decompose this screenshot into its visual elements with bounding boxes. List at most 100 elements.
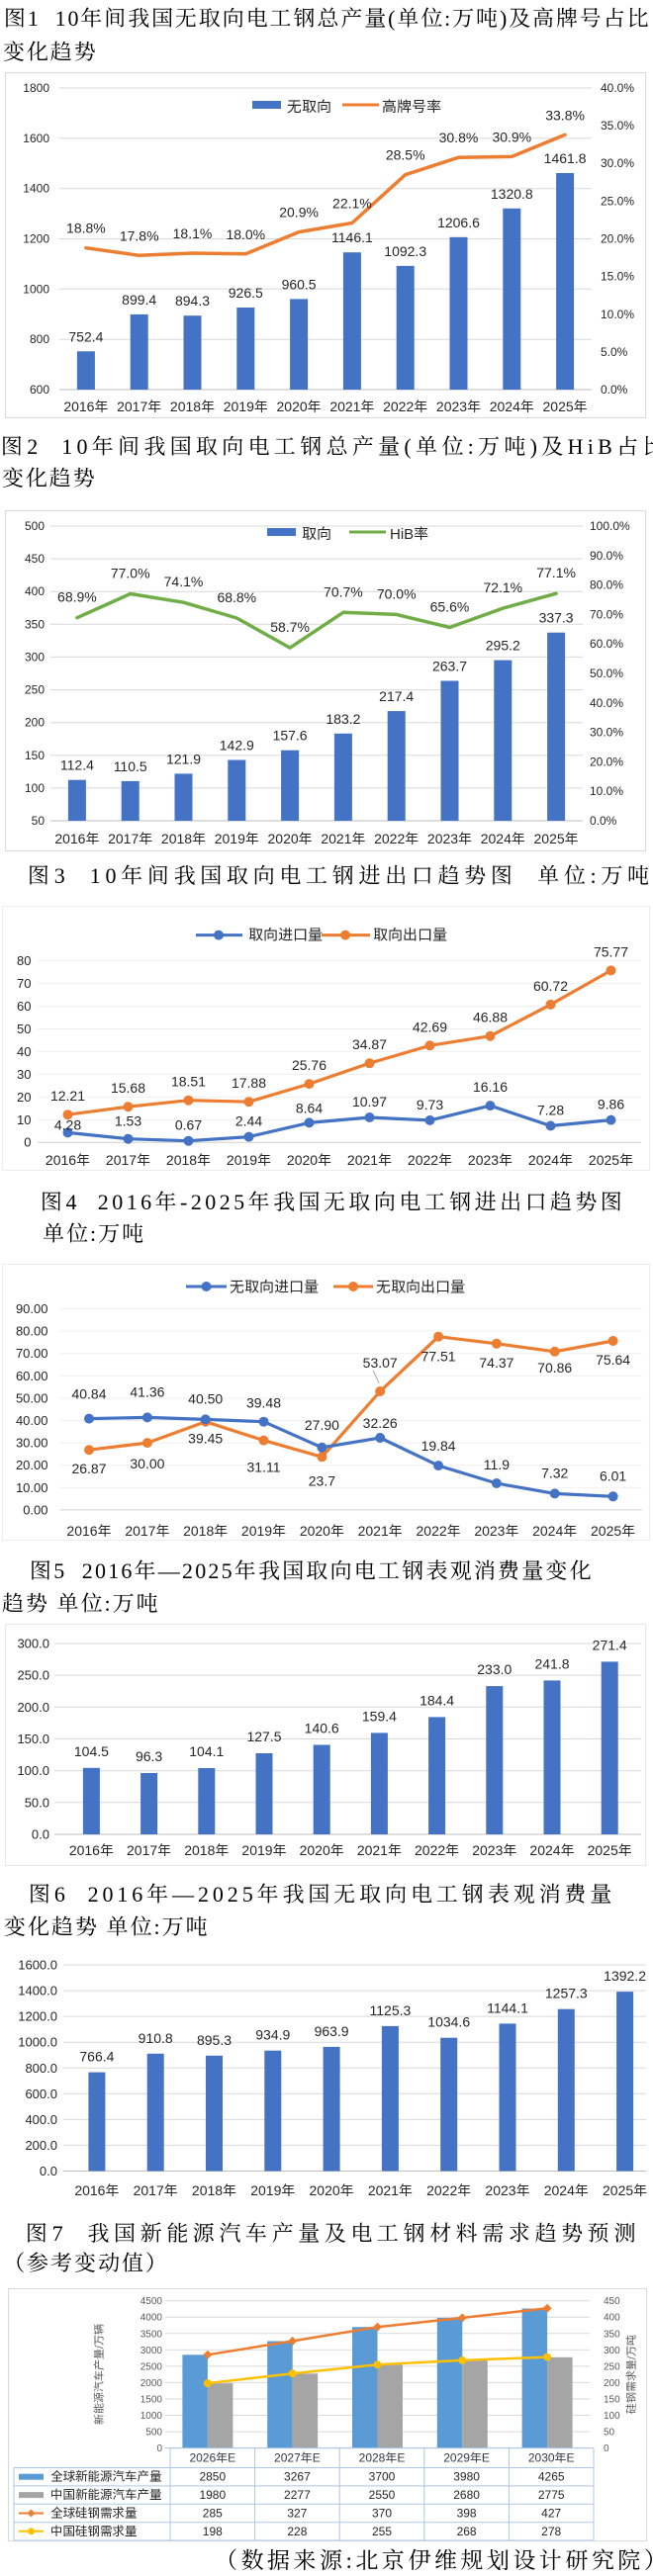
svg-text:2018年: 2018年 (161, 831, 206, 846)
svg-text:600: 600 (30, 383, 49, 397)
svg-text:250: 250 (604, 2361, 620, 2372)
svg-text:18.0%: 18.0% (226, 226, 265, 242)
svg-text:263.7: 263.7 (432, 659, 467, 674)
svg-text:2017年: 2017年 (106, 1152, 150, 1168)
svg-text:255: 255 (372, 2525, 392, 2538)
svg-text:127.5: 127.5 (246, 1729, 281, 1744)
svg-text:1461.8: 1461.8 (544, 150, 587, 166)
svg-text:70.0%: 70.0% (590, 607, 623, 621)
svg-text:500: 500 (145, 2428, 162, 2439)
svg-text:42.69: 42.69 (413, 1019, 447, 1034)
svg-text:112.4: 112.4 (60, 757, 94, 773)
svg-text:10.00: 10.00 (16, 1480, 48, 1495)
svg-text:高牌号率: 高牌号率 (382, 98, 441, 116)
svg-text:2020年: 2020年 (287, 1152, 331, 1168)
svg-text:200: 200 (25, 716, 45, 730)
svg-text:30.00: 30.00 (130, 1456, 164, 1471)
svg-text:77.51: 77.51 (421, 1349, 456, 1365)
svg-text:2021年: 2021年 (357, 1842, 402, 1858)
svg-text:70.00: 70.00 (16, 1346, 48, 1361)
svg-text:2680: 2680 (453, 2488, 480, 2502)
svg-text:2021年: 2021年 (329, 399, 374, 414)
svg-text:10.97: 10.97 (352, 1094, 387, 1110)
svg-text:2020年: 2020年 (300, 1842, 344, 1858)
svg-text:1400.0: 1400.0 (18, 1984, 57, 1999)
svg-text:32.26: 32.26 (363, 1415, 398, 1431)
svg-text:70.0%: 70.0% (377, 585, 417, 601)
svg-text:90.0%: 90.0% (590, 549, 623, 563)
svg-text:60: 60 (17, 999, 31, 1014)
svg-text:1800: 1800 (23, 81, 49, 95)
svg-text:11.9: 11.9 (484, 1457, 510, 1472)
svg-text:31.11: 31.11 (247, 1460, 281, 1475)
svg-text:752.4: 752.4 (68, 328, 103, 344)
svg-text:926.5: 926.5 (229, 285, 263, 301)
svg-text:278: 278 (541, 2525, 561, 2538)
svg-text:18.1%: 18.1% (173, 225, 213, 241)
svg-text:全球硅钢需求量: 全球硅钢需求量 (50, 2507, 138, 2521)
svg-text:75.77: 75.77 (594, 943, 628, 959)
svg-text:3700: 3700 (369, 2470, 396, 2484)
svg-text:370: 370 (372, 2507, 392, 2521)
svg-text:350: 350 (25, 617, 45, 631)
svg-text:200.0: 200.0 (25, 2138, 57, 2153)
svg-text:183.2: 183.2 (326, 711, 360, 727)
svg-text:2023年: 2023年 (485, 2182, 529, 2198)
svg-text:0: 0 (604, 2443, 609, 2454)
svg-text:2017年: 2017年 (117, 399, 161, 414)
svg-text:90.00: 90.00 (16, 1301, 48, 1316)
svg-text:2024年: 2024年 (529, 1842, 574, 1858)
svg-text:800.0: 800.0 (25, 2061, 57, 2076)
svg-text:2030年E: 2030年E (528, 2451, 575, 2465)
svg-text:23.7: 23.7 (309, 1472, 335, 1488)
svg-text:0.0: 0.0 (32, 1827, 49, 1842)
svg-text:150.0: 150.0 (17, 1732, 49, 1746)
svg-text:2775: 2775 (538, 2488, 565, 2502)
svg-text:2021年: 2021年 (347, 1152, 392, 1168)
svg-text:2024年: 2024年 (528, 1152, 573, 1168)
svg-text:6.01: 6.01 (600, 1467, 626, 1483)
svg-text:1034.6: 1034.6 (427, 2014, 470, 2030)
svg-text:0.0%: 0.0% (590, 814, 617, 828)
svg-text:25.0%: 25.0% (601, 194, 634, 208)
svg-text:327: 327 (287, 2507, 307, 2521)
svg-text:65.6%: 65.6% (430, 599, 470, 615)
svg-text:0.0: 0.0 (40, 2164, 57, 2178)
svg-text:400: 400 (604, 2313, 620, 2324)
svg-text:取向进口量: 取向进口量 (248, 928, 323, 944)
svg-text:无取向: 无取向 (287, 99, 331, 116)
svg-text:934.9: 934.9 (255, 2027, 290, 2043)
svg-text:30.00: 30.00 (16, 1436, 48, 1451)
svg-text:77.0%: 77.0% (111, 566, 150, 581)
svg-text:2016年: 2016年 (74, 2182, 119, 2198)
svg-text:41.36: 41.36 (130, 1383, 164, 1399)
svg-text:271.4: 271.4 (593, 1637, 627, 1652)
svg-text:80.00: 80.00 (16, 1324, 48, 1339)
svg-text:取向出口量: 取向出口量 (373, 928, 447, 944)
svg-text:2020年: 2020年 (268, 831, 313, 846)
svg-text:285: 285 (203, 2507, 223, 2521)
svg-text:39.48: 39.48 (246, 1395, 281, 1411)
svg-text:40.84: 40.84 (71, 1386, 106, 1402)
svg-text:33.8%: 33.8% (545, 107, 585, 123)
svg-text:2024年: 2024年 (544, 2182, 589, 2198)
svg-text:250.0: 250.0 (17, 1668, 49, 1683)
svg-text:0.67: 0.67 (175, 1117, 202, 1133)
svg-text:1320.8: 1320.8 (491, 186, 533, 202)
svg-text:2025年: 2025年 (588, 1842, 632, 1858)
svg-text:70.86: 70.86 (537, 1360, 572, 1376)
svg-text:766.4: 766.4 (79, 2049, 114, 2065)
svg-text:50.00: 50.00 (16, 1390, 48, 1405)
svg-text:2018年: 2018年 (166, 1152, 211, 1168)
svg-text:1200: 1200 (23, 232, 49, 246)
svg-text:30.0%: 30.0% (601, 156, 634, 170)
svg-text:2016年: 2016年 (63, 399, 108, 414)
svg-text:25.76: 25.76 (292, 1057, 326, 1073)
svg-text:300: 300 (604, 2346, 620, 2356)
svg-text:398: 398 (457, 2507, 477, 2521)
svg-text:80.0%: 80.0% (590, 578, 623, 592)
svg-text:10: 10 (17, 1112, 31, 1127)
svg-text:0: 0 (156, 2443, 162, 2454)
svg-text:39.45: 39.45 (188, 1431, 223, 1447)
svg-text:中国硅钢需求量: 中国硅钢需求量 (50, 2525, 138, 2538)
